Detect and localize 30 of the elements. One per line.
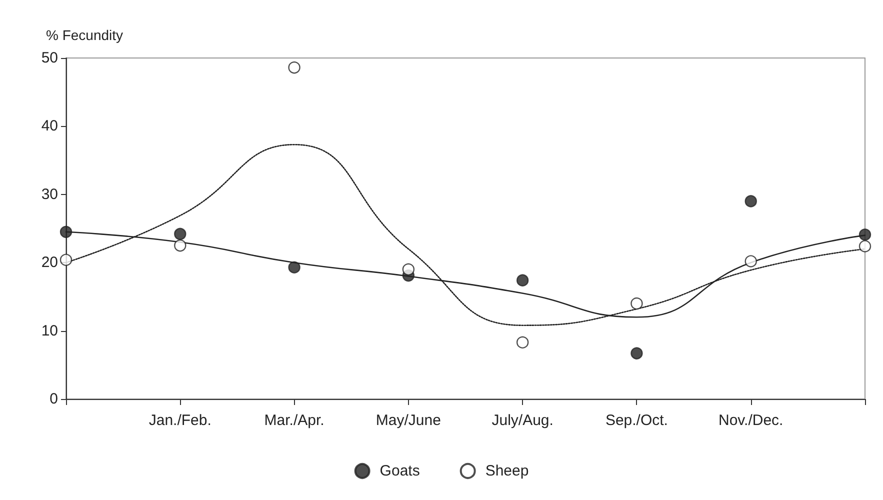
point	[744, 255, 757, 268]
x-tick-label: July/Aug.	[492, 412, 554, 429]
x-tick-label: Jan./Feb.	[148, 412, 212, 429]
y-tick-label: 0	[50, 390, 58, 408]
y-tick-label: 50	[41, 50, 58, 66]
legend-label: Goats	[380, 462, 420, 480]
point	[174, 228, 186, 240]
y-tick-label: 10	[41, 322, 58, 340]
y-tick-label: 30	[41, 186, 58, 203]
point	[288, 61, 300, 74]
y-axis-title: % Fecundity	[46, 27, 124, 43]
point	[744, 195, 757, 208]
y-tick-label: 20	[41, 254, 58, 272]
x-tick-label: Mar./Apr.	[264, 412, 324, 429]
point	[858, 240, 872, 252]
point	[516, 336, 529, 348]
point	[402, 263, 415, 276]
point	[174, 239, 186, 252]
point	[858, 228, 872, 241]
x-tick-label: Sep./Oct.	[605, 412, 668, 429]
point	[60, 226, 72, 238]
point	[630, 297, 643, 310]
point	[516, 274, 529, 286]
point	[288, 261, 300, 274]
point	[630, 347, 643, 360]
x-tick-label: Nov./Dec.	[718, 412, 784, 429]
legend-label: Sheep	[485, 462, 529, 480]
y-tick-label: 40	[41, 118, 58, 135]
x-tick-label: May/June	[376, 412, 441, 429]
point	[60, 254, 72, 266]
